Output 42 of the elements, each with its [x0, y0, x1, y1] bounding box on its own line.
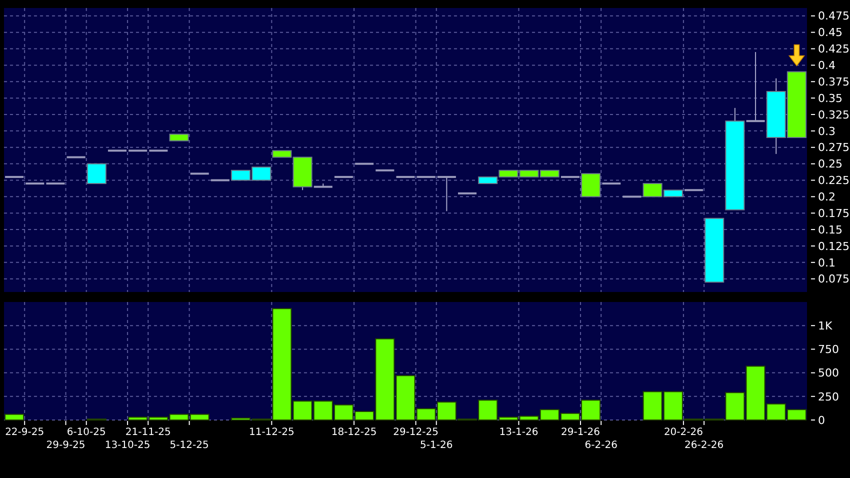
y-tick-label: 0.425: [818, 42, 850, 56]
y-tick-label: 1K: [818, 319, 833, 332]
x-tick-label: 21-11-25: [125, 427, 171, 438]
y-tick-label: 0.175: [818, 206, 850, 220]
x-tick-label: 6-2-26: [584, 440, 618, 451]
y-tick-label: 0.375: [818, 75, 850, 88]
candlestick: [581, 173, 601, 198]
candlestick: [437, 176, 456, 212]
y-tick-label: 0.325: [818, 108, 850, 122]
y-tick-label: 0: [818, 414, 825, 427]
x-tick-label: 13-10-25: [104, 440, 150, 451]
y-tick-label: 250: [818, 390, 839, 404]
y-tick-label: 0.3: [818, 124, 836, 138]
x-tick-label: 26-2-26: [684, 440, 724, 451]
x-tick-label: 5-1-26: [420, 440, 453, 451]
y-tick-label: 0.125: [818, 240, 850, 253]
x-tick-label: 29-12-25: [393, 427, 438, 438]
y-tick-label: 0.4: [818, 59, 836, 72]
y-tick-label: 0.35: [818, 92, 842, 105]
candlestick: [746, 52, 765, 122]
y-tick-label: 0.1: [818, 256, 836, 270]
y-tick-label: 750: [818, 343, 839, 356]
x-tick-label: 29-1-26: [560, 427, 600, 438]
x-tick-label: 20-2-26: [664, 427, 703, 438]
x-tick-label: 29-9-25: [46, 440, 86, 451]
y-tick-label: 0.275: [818, 141, 850, 154]
x-tick-label: 13-1-26: [499, 427, 538, 438]
y-tick-label: 500: [818, 366, 839, 380]
y-tick-label: 0.475: [818, 10, 850, 23]
y-tick-label: 0.45: [818, 26, 842, 40]
x-tick-label: 6-10-25: [66, 427, 106, 438]
x-tick-label: 18-12-25: [331, 427, 377, 438]
y-tick-label: 0.15: [818, 223, 842, 236]
y-tick-label: 0.075: [818, 272, 850, 286]
x-tick-label: 11-12-25: [248, 427, 294, 438]
candlestick: [86, 163, 106, 184]
bar: [4, 414, 24, 420]
y-tick-label: 0.25: [818, 158, 842, 171]
x-tick-label: 22-9-25: [5, 427, 44, 438]
y-tick-label: 0.2: [818, 190, 836, 204]
y-tick-label: 0.225: [818, 174, 850, 188]
x-tick-label: 5-12-25: [170, 440, 209, 451]
